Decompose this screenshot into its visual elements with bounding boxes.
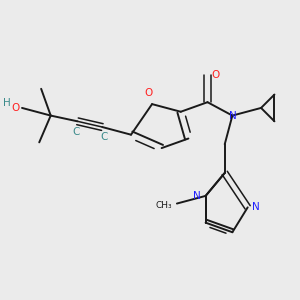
Text: O: O xyxy=(11,103,20,113)
Text: N: N xyxy=(229,111,236,121)
Text: C: C xyxy=(73,127,80,136)
Text: O: O xyxy=(212,70,220,80)
Text: C: C xyxy=(100,132,108,142)
Text: H: H xyxy=(3,98,10,108)
Text: CH₃: CH₃ xyxy=(156,201,172,210)
Text: N: N xyxy=(193,191,201,201)
Text: N: N xyxy=(252,202,260,212)
Text: O: O xyxy=(144,88,152,98)
